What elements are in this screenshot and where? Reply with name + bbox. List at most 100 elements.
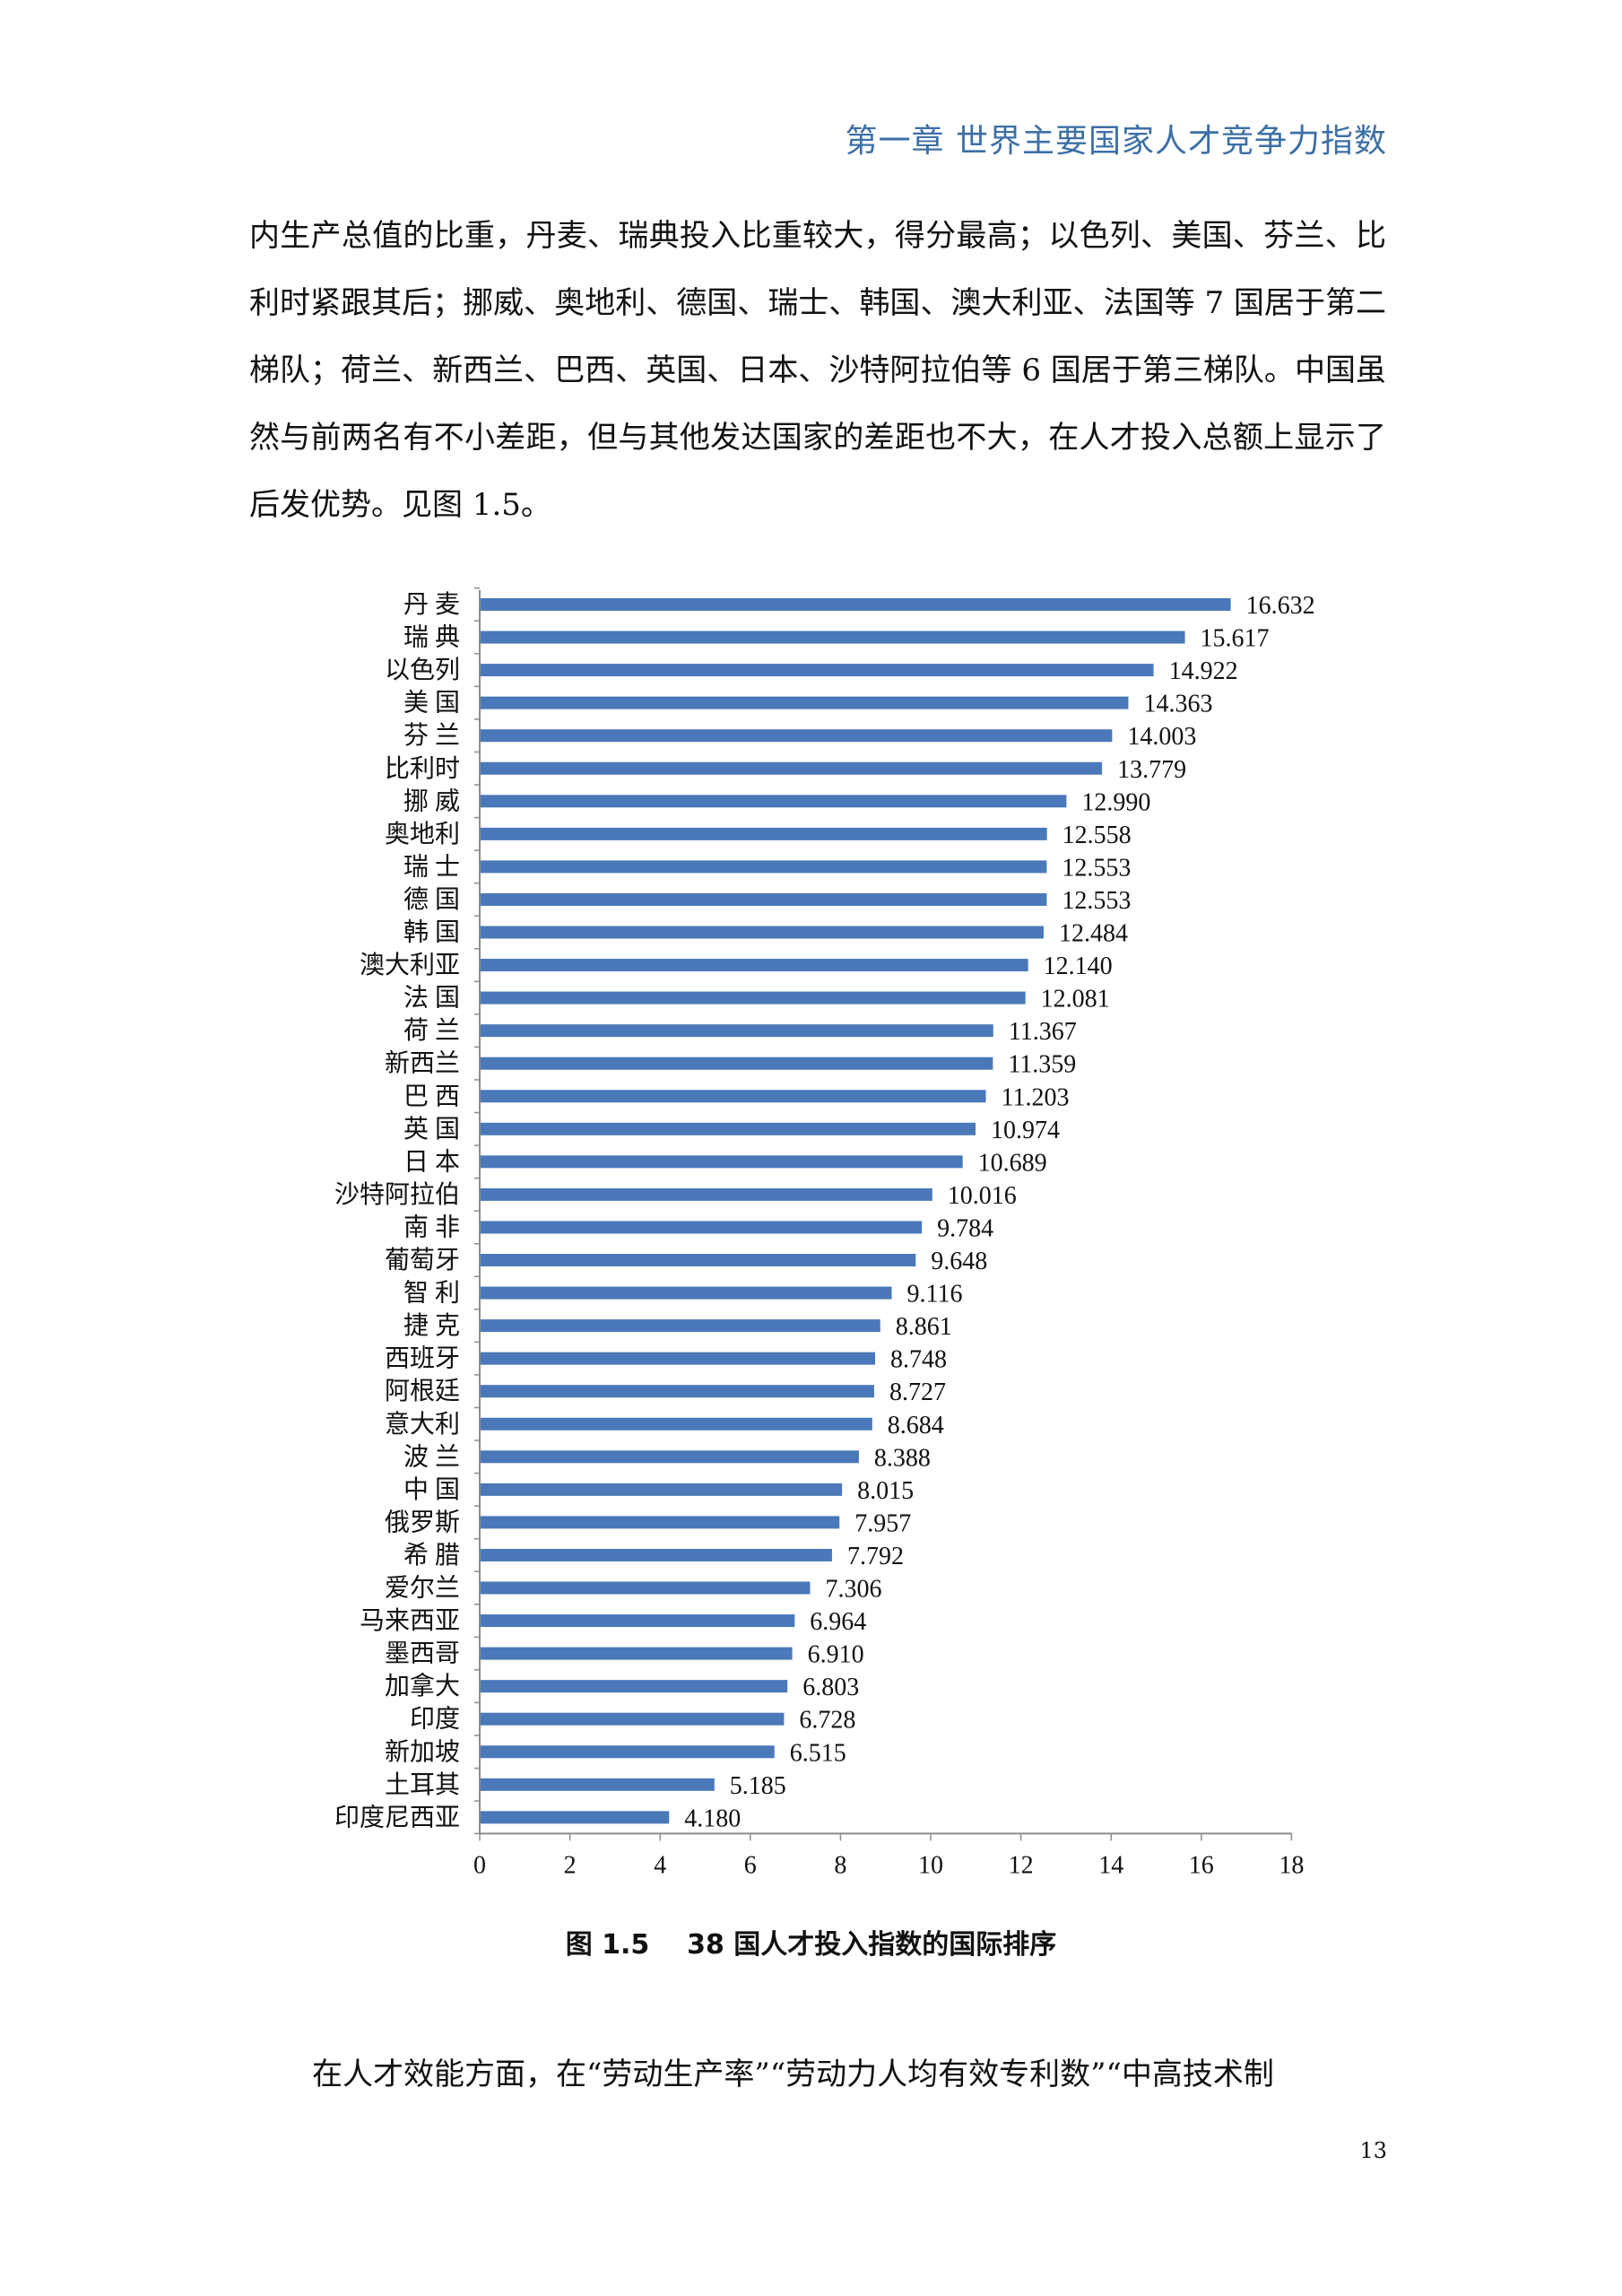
bar — [481, 1483, 843, 1496]
x-tick-label: 16 — [1189, 1851, 1214, 1879]
bar — [481, 1254, 916, 1266]
category-label: 瑞 士 — [403, 852, 460, 881]
bar — [481, 1712, 785, 1726]
bar — [481, 1221, 923, 1234]
bar-value-label: 10.689 — [978, 1149, 1047, 1177]
bar — [481, 1745, 775, 1759]
bar-value-label: 8.015 — [857, 1477, 914, 1505]
category-label: 印度尼西亚 — [334, 1803, 460, 1831]
bar — [481, 1187, 932, 1201]
bar — [481, 827, 1047, 840]
bar-value-label: 7.957 — [854, 1509, 911, 1537]
category-label: 西班牙 — [385, 1344, 460, 1373]
bar-value-label: 11.367 — [1009, 1018, 1077, 1046]
bar — [481, 959, 1028, 972]
bar — [481, 631, 1185, 644]
bar-value-label: 5.185 — [730, 1772, 786, 1800]
bar-value-label: 16.632 — [1246, 592, 1315, 620]
category-label: 比利时 — [385, 754, 460, 783]
category-label: 瑞 典 — [403, 623, 460, 652]
category-label: 芬 兰 — [403, 721, 460, 750]
category-label: 波 兰 — [403, 1442, 460, 1471]
category-label: 澳大利亚 — [360, 951, 460, 979]
bar-value-label: 12.081 — [1041, 986, 1110, 1013]
category-label: 挪 威 — [403, 787, 460, 815]
bar-value-label: 13.779 — [1117, 756, 1186, 784]
bar-value-label: 7.306 — [825, 1576, 881, 1604]
category-label: 奥地利 — [385, 820, 460, 848]
category-label: 日 本 — [403, 1147, 460, 1176]
bar-value-label: 4.180 — [684, 1805, 741, 1832]
category-label: 印度 — [410, 1705, 460, 1734]
category-label: 墨西哥 — [385, 1640, 460, 1668]
bar — [481, 1122, 976, 1135]
bar-value-label: 14.363 — [1143, 691, 1212, 718]
x-tick-label: 10 — [918, 1851, 943, 1879]
bar-value-label: 12.553 — [1062, 854, 1131, 882]
x-tick-label: 4 — [654, 1851, 666, 1879]
bar-value-label: 15.617 — [1201, 625, 1270, 653]
chapter-header: 第一章 世界主要国家人才竞争力指数 — [845, 123, 1387, 160]
bar — [481, 1450, 859, 1464]
category-label: 以色列 — [385, 656, 460, 684]
bar — [481, 696, 1129, 709]
category-label: 韩 国 — [403, 918, 460, 947]
category-label: 马来西亚 — [360, 1606, 460, 1635]
bar-value-label: 8.748 — [890, 1346, 947, 1374]
bar — [481, 795, 1067, 808]
category-label: 南 非 — [403, 1213, 460, 1241]
x-tick-label: 14 — [1098, 1851, 1123, 1879]
category-label: 加拿大 — [385, 1672, 460, 1700]
x-tick-label: 18 — [1279, 1851, 1304, 1879]
bar — [481, 761, 1103, 775]
bar-value-label: 8.388 — [874, 1444, 931, 1472]
category-label: 德 国 — [403, 885, 460, 914]
bar-value-label: 12.990 — [1081, 788, 1150, 816]
bar-value-label: 6.803 — [802, 1674, 859, 1701]
bar — [481, 1811, 670, 1824]
category-label: 土耳其 — [385, 1770, 460, 1799]
figure-caption: 图 1.5 38 国人才投入指数的国际排序 — [565, 1929, 1057, 1961]
bar — [481, 1286, 892, 1300]
bar-value-label: 9.116 — [907, 1281, 963, 1309]
body-paragraph-1: 内生产总值的比重，丹麦、瑞典投入比重较大，得分最高；以色列、美国、芬兰、比利时紧… — [249, 218, 1386, 523]
category-label: 丹 麦 — [403, 590, 460, 619]
bar-value-label: 8.727 — [889, 1378, 946, 1406]
bar-value-label: 14.922 — [1169, 657, 1238, 685]
category-label: 中 国 — [403, 1475, 460, 1504]
category-label: 沙特阿拉伯 — [334, 1180, 460, 1209]
category-label: 阿根廷 — [385, 1377, 460, 1405]
x-tick-label: 2 — [564, 1851, 577, 1879]
bar — [481, 860, 1047, 874]
body-paragraph-2: 在人才效能方面，在“劳动生产率”“劳动力人均有效专利数”“中高技术制 — [312, 2057, 1274, 2092]
bar-value-label: 10.016 — [948, 1182, 1017, 1210]
bar — [481, 1516, 840, 1529]
bar — [481, 1548, 832, 1561]
bar — [481, 1090, 986, 1103]
bar-value-label: 11.203 — [1002, 1083, 1070, 1111]
category-label: 新加坡 — [385, 1737, 460, 1766]
x-tick-label: 12 — [1009, 1851, 1034, 1879]
bar — [481, 1581, 811, 1595]
bar-value-label: 11.359 — [1008, 1051, 1076, 1079]
bar — [481, 1778, 715, 1791]
category-label: 智 利 — [403, 1279, 460, 1308]
bar-value-label: 6.728 — [799, 1707, 855, 1735]
bar-value-label: 6.910 — [808, 1641, 864, 1669]
bar-value-label: 6.964 — [810, 1608, 866, 1636]
bar — [481, 1385, 874, 1398]
bar — [481, 991, 1026, 1004]
bar — [481, 1614, 795, 1628]
category-label: 美 国 — [403, 689, 460, 718]
bar — [481, 1319, 880, 1333]
bar-value-label: 8.861 — [896, 1313, 952, 1341]
category-label: 爱尔兰 — [385, 1574, 460, 1603]
x-tick-label: 8 — [834, 1851, 846, 1879]
bar-value-label: 9.784 — [937, 1214, 993, 1242]
x-tick-label: 6 — [744, 1851, 757, 1879]
category-label: 意大利 — [385, 1410, 460, 1439]
category-label: 法 国 — [403, 984, 460, 1013]
bar-value-label: 9.648 — [931, 1248, 987, 1275]
bar-value-label: 14.003 — [1127, 723, 1196, 751]
bar-value-label: 7.792 — [847, 1543, 904, 1570]
